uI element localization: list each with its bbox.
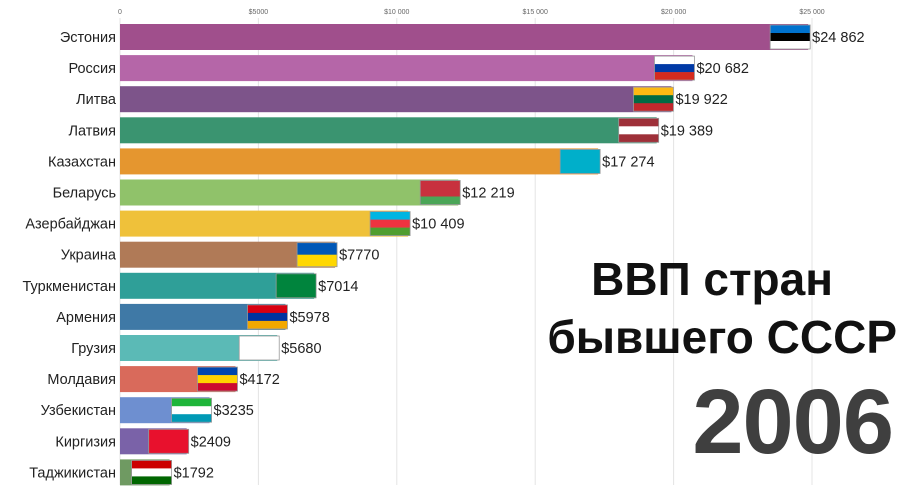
flag-icon — [419, 180, 461, 205]
value-label: $20 682 — [696, 61, 748, 77]
flag-icon — [275, 273, 317, 299]
flag-icon — [238, 335, 280, 361]
flag-icon — [618, 117, 660, 143]
chart-title-line-1: ВВП стран — [591, 253, 833, 305]
bar-row: Казахстан $17 274 — [48, 148, 655, 175]
category-label: Азербайджан — [25, 217, 116, 233]
flag-icon — [559, 148, 601, 174]
category-label: Киргизия — [55, 434, 116, 450]
flag-icon — [369, 211, 411, 237]
bar-row: Таджикистан $1792 — [29, 459, 214, 486]
value-label: $10 409 — [412, 217, 464, 233]
bar-row: Эстония $24 862 — [60, 24, 865, 50]
x-tick-label: $15 000 — [523, 9, 548, 16]
flag-icon — [131, 459, 173, 485]
category-label: Армения — [56, 310, 116, 326]
value-label: $4172 — [239, 372, 279, 388]
category-label: Таджикистан — [29, 465, 116, 481]
category-label: Литва — [76, 92, 117, 108]
category-label: Молдавия — [47, 372, 116, 388]
flag-icon — [197, 366, 238, 392]
category-label: Эстония — [60, 30, 116, 46]
category-label: Латвия — [68, 123, 116, 139]
bar-row: Россия $20 682 — [68, 55, 749, 82]
x-tick-label: 0 — [118, 9, 122, 16]
flag-icon — [171, 397, 212, 423]
bar — [120, 210, 409, 237]
x-tick-label: $20 000 — [661, 9, 686, 16]
bar-row: Молдавия $4172 — [47, 366, 280, 393]
bar-row: Латвия $19 389 — [68, 117, 713, 144]
x-tick-label: $25 000 — [799, 9, 824, 16]
value-label: $7014 — [318, 279, 358, 295]
bar — [120, 86, 672, 113]
value-label: $3235 — [214, 403, 254, 419]
value-label: $17 274 — [602, 154, 654, 170]
bar-row: Грузия $5680 — [71, 335, 322, 361]
bar-row: Азербайджан $10 409 — [25, 210, 465, 237]
category-label: Грузия — [71, 341, 116, 357]
bar — [120, 117, 657, 144]
x-tick-label: $10 000 — [384, 9, 409, 16]
x-axis-ticks: 0 $5000 $10 000 $15 000 $20 000 $25 000 — [118, 9, 825, 16]
value-label: $2409 — [191, 434, 231, 450]
flag-icon — [296, 242, 338, 268]
value-label: $5680 — [281, 341, 321, 357]
flag-icon — [247, 304, 288, 330]
category-label: Беларусь — [53, 186, 116, 202]
year-label: 2006 — [692, 371, 894, 473]
value-label: $7770 — [339, 248, 379, 264]
flag-icon — [769, 24, 811, 50]
value-label: $19 389 — [661, 123, 713, 139]
value-label: $24 862 — [812, 30, 864, 46]
category-label: Украина — [61, 248, 117, 264]
chart-title-line-2: бывшего СССР — [547, 311, 897, 363]
x-tick-label: $5000 — [249, 9, 269, 16]
bar-row: Армения $5978 — [56, 303, 330, 330]
flag-icon — [654, 55, 695, 81]
value-label: $19 922 — [675, 92, 727, 108]
bar-row: Киргизия $2409 — [55, 428, 231, 455]
bar-row: Узбекистан $3235 — [41, 397, 254, 424]
category-label: Узбекистан — [41, 403, 116, 419]
value-label: $12 219 — [462, 186, 514, 202]
bar-row: Литва $19 922 — [76, 86, 728, 113]
flag-icon — [633, 86, 674, 112]
bar — [120, 148, 599, 175]
bar — [120, 55, 693, 82]
value-label: $1792 — [174, 465, 214, 481]
bar — [120, 179, 459, 206]
value-label: $5978 — [289, 310, 329, 326]
category-label: Туркменистан — [23, 279, 116, 295]
bar-row: Украина $7770 — [61, 241, 379, 268]
bar — [120, 24, 809, 50]
bar-row: Туркменистан $7014 — [23, 272, 358, 299]
bar-row: Беларусь $12 219 — [53, 179, 515, 206]
category-label: Россия — [68, 61, 116, 77]
flag-icon — [148, 428, 190, 454]
category-label: Казахстан — [48, 154, 116, 170]
